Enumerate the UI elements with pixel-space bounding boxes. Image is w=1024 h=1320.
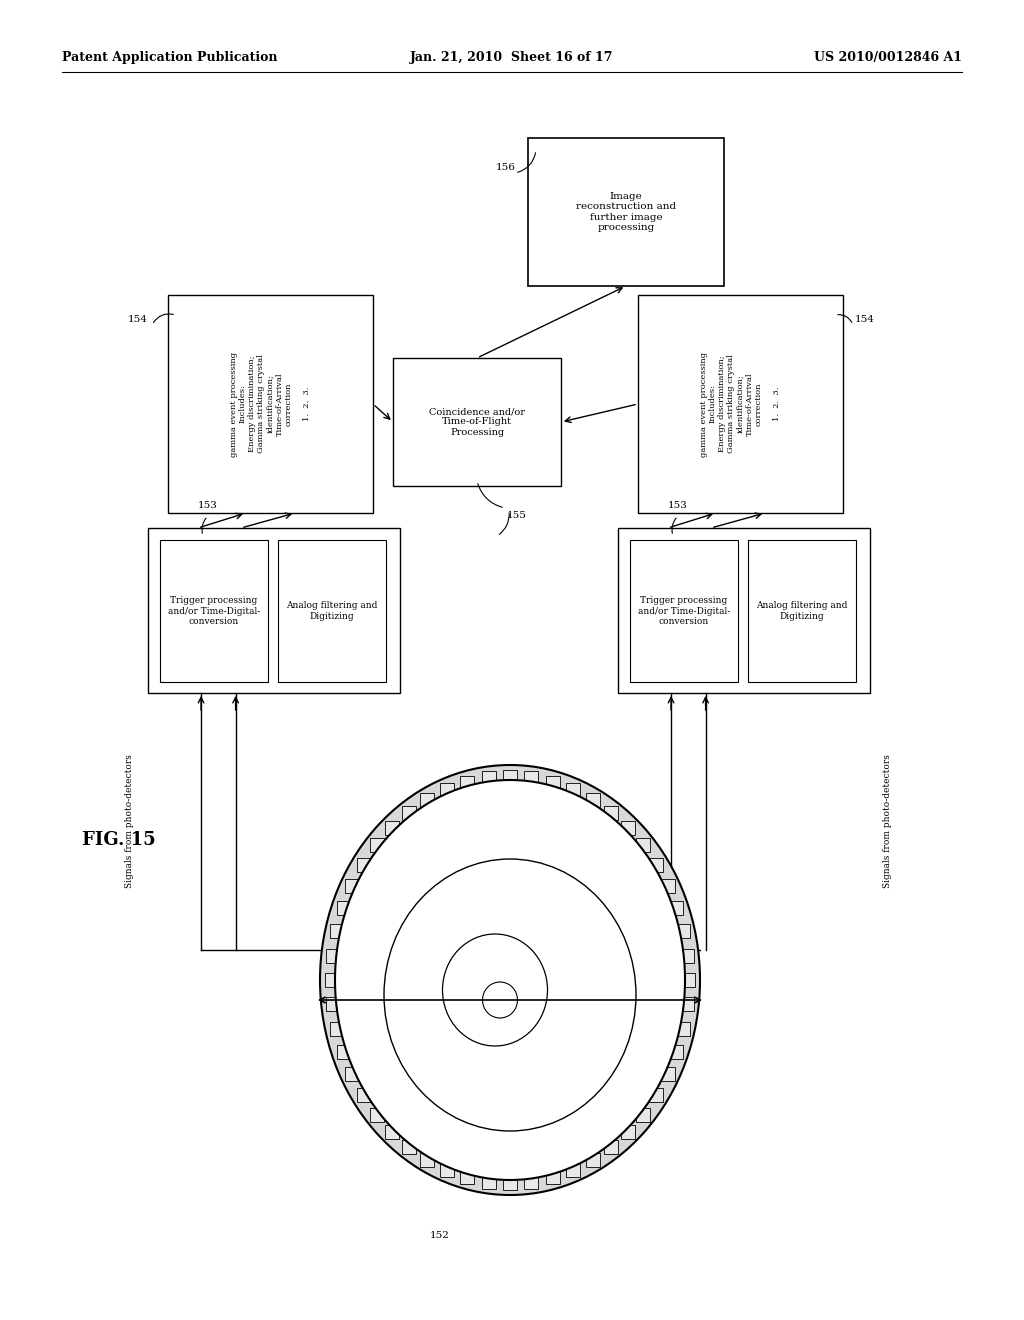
- Bar: [370, 1107, 384, 1122]
- Text: gamma event processing
Includes:
Energy discrimination;
Gamma striking crystal
i: gamma event processing Includes: Energy …: [699, 351, 781, 457]
- Text: Image
reconstruction and
further image
processing: Image reconstruction and further image p…: [575, 191, 676, 232]
- Text: Signals from photo-detectors: Signals from photo-detectors: [126, 755, 134, 888]
- Text: Analog filtering and
Digitizing: Analog filtering and Digitizing: [757, 602, 848, 620]
- Bar: [660, 1068, 675, 1081]
- Bar: [748, 540, 856, 682]
- Bar: [356, 858, 371, 871]
- Bar: [528, 139, 724, 286]
- Bar: [621, 1125, 635, 1139]
- Ellipse shape: [442, 935, 548, 1045]
- Ellipse shape: [482, 982, 517, 1018]
- Text: Signals from photo-detectors: Signals from photo-detectors: [884, 755, 893, 888]
- Bar: [604, 1140, 618, 1154]
- Bar: [670, 902, 683, 915]
- Bar: [420, 793, 434, 808]
- Bar: [586, 1152, 600, 1167]
- Bar: [356, 1088, 371, 1102]
- Text: 151: 151: [540, 895, 560, 904]
- Bar: [680, 998, 693, 1011]
- Bar: [440, 1163, 454, 1177]
- Bar: [345, 1068, 359, 1081]
- Bar: [385, 1125, 399, 1139]
- Bar: [638, 294, 843, 513]
- Bar: [461, 1170, 474, 1184]
- Bar: [681, 973, 695, 987]
- Bar: [546, 1170, 559, 1184]
- Bar: [330, 1022, 344, 1036]
- Bar: [546, 776, 559, 789]
- Bar: [330, 924, 344, 939]
- Bar: [676, 1022, 690, 1036]
- Bar: [337, 1045, 350, 1059]
- Bar: [660, 879, 675, 892]
- Bar: [649, 1088, 664, 1102]
- Bar: [461, 776, 474, 789]
- Text: 152: 152: [430, 1230, 450, 1239]
- Bar: [676, 924, 690, 939]
- Bar: [670, 1045, 683, 1059]
- Text: 154: 154: [128, 315, 147, 325]
- Ellipse shape: [319, 766, 700, 1195]
- Text: Jan. 21, 2010  Sheet 16 of 17: Jan. 21, 2010 Sheet 16 of 17: [411, 51, 613, 65]
- Bar: [327, 998, 340, 1011]
- Ellipse shape: [384, 859, 636, 1131]
- Text: gamma event processing
Includes:
Energy discrimination;
Gamma striking crystal
i: gamma event processing Includes: Energy …: [229, 351, 311, 457]
- Bar: [680, 949, 693, 962]
- Bar: [636, 1107, 650, 1122]
- Bar: [621, 821, 635, 836]
- Bar: [393, 358, 561, 486]
- Bar: [325, 973, 339, 987]
- Bar: [566, 1163, 581, 1177]
- Bar: [481, 1175, 496, 1188]
- Bar: [278, 540, 386, 682]
- Text: Trigger processing
and/or Time-Digital-
conversion: Trigger processing and/or Time-Digital- …: [168, 597, 260, 626]
- Bar: [604, 807, 618, 820]
- Bar: [586, 793, 600, 808]
- Bar: [160, 540, 268, 682]
- Bar: [401, 1140, 416, 1154]
- Text: Analog filtering and
Digitizing: Analog filtering and Digitizing: [287, 602, 378, 620]
- Text: Trigger processing
and/or Time-Digital-
conversion: Trigger processing and/or Time-Digital- …: [638, 597, 730, 626]
- Bar: [503, 1176, 517, 1191]
- Text: Coincidence and/or
Time-of-Flight
Processing: Coincidence and/or Time-of-Flight Proces…: [429, 407, 525, 437]
- Bar: [636, 838, 650, 853]
- Bar: [503, 770, 517, 784]
- Bar: [630, 540, 738, 682]
- Bar: [420, 1152, 434, 1167]
- Bar: [524, 1175, 539, 1188]
- Bar: [524, 771, 539, 785]
- Ellipse shape: [335, 780, 685, 1180]
- Bar: [370, 838, 384, 853]
- Bar: [649, 858, 664, 871]
- Bar: [168, 294, 373, 513]
- Text: 154: 154: [855, 315, 874, 325]
- Bar: [481, 771, 496, 785]
- Bar: [345, 879, 359, 892]
- Text: 155: 155: [507, 511, 527, 520]
- Text: 153: 153: [198, 502, 218, 511]
- Text: 156: 156: [496, 164, 516, 173]
- Bar: [401, 807, 416, 820]
- Bar: [385, 821, 399, 836]
- Bar: [327, 949, 340, 962]
- Bar: [337, 902, 350, 915]
- Text: 153: 153: [668, 502, 688, 511]
- Bar: [440, 783, 454, 797]
- Text: FIG. 15: FIG. 15: [82, 832, 156, 849]
- Text: Patent Application Publication: Patent Application Publication: [62, 51, 278, 65]
- Bar: [566, 783, 581, 797]
- Bar: [618, 528, 870, 693]
- Text: US 2010/0012846 A1: US 2010/0012846 A1: [814, 51, 962, 65]
- Bar: [148, 528, 400, 693]
